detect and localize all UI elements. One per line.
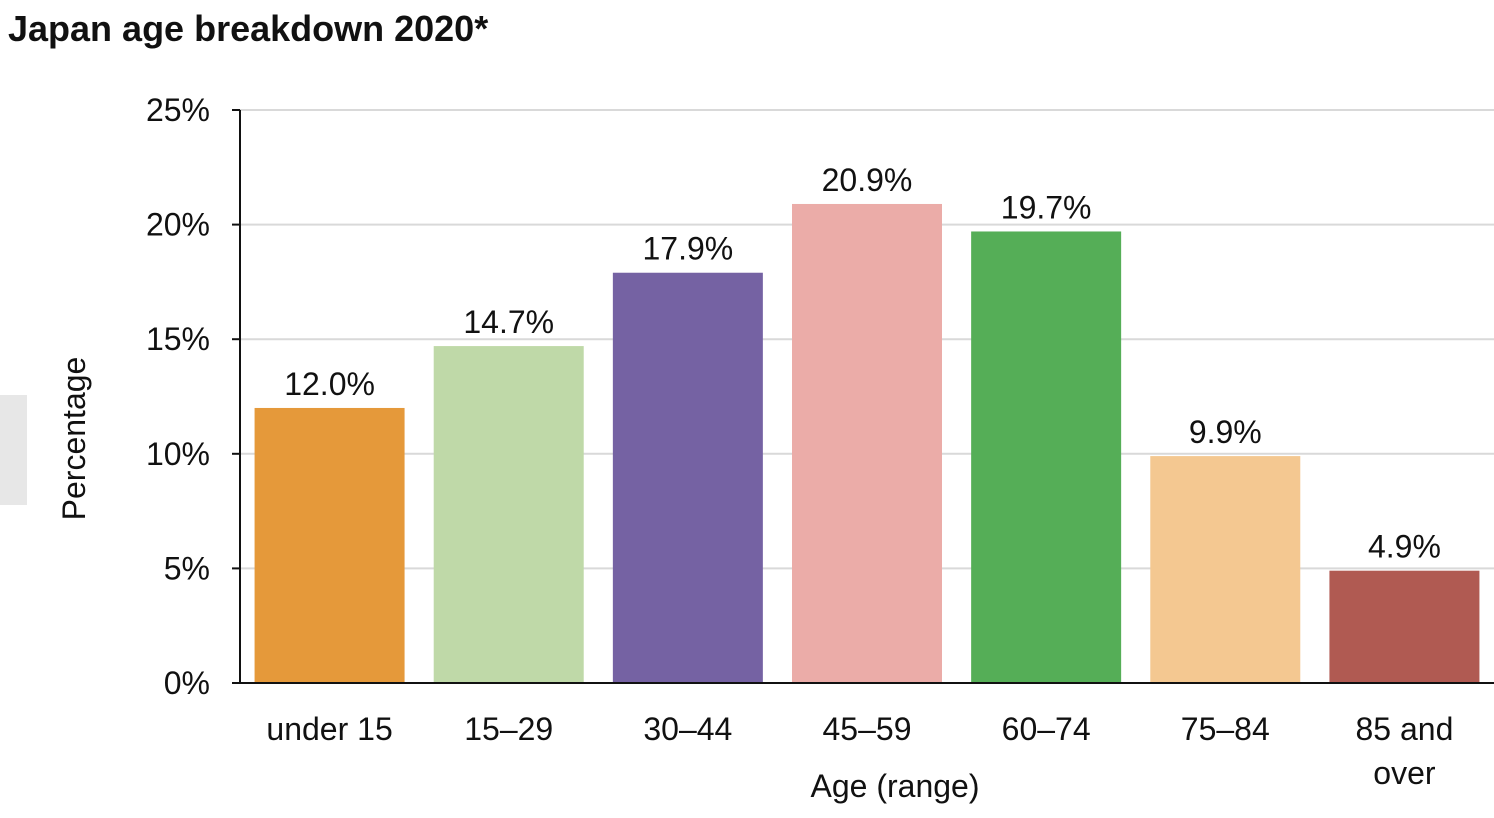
axes	[232, 110, 1494, 684]
y-axis-label: Percentage	[56, 357, 92, 521]
bar-value-label: 4.9%	[1368, 529, 1441, 565]
bar-value-label: 19.7%	[1001, 189, 1092, 225]
bars	[254, 203, 1480, 684]
bar	[612, 272, 763, 683]
bar-value-label: 17.9%	[642, 231, 733, 267]
chart-title: Japan age breakdown 2020*	[8, 8, 489, 49]
y-tick-label: 0%	[164, 665, 210, 701]
bar	[254, 407, 405, 683]
labels: 0% 5% 10% 15% 20% 25% 12.0% under 15 14.7% 15–29 1…	[146, 92, 1453, 791]
y-tick-label: 20%	[146, 207, 210, 243]
bar	[792, 203, 942, 684]
bar	[971, 231, 1122, 683]
x-tick-label: 30–44	[643, 711, 732, 747]
x-axis-label: Age (range)	[811, 768, 980, 804]
y-tick-label: 15%	[146, 321, 210, 357]
bar	[1150, 456, 1301, 683]
side-panel-tab	[0, 395, 27, 505]
x-tick-label: 85 and over	[1355, 711, 1453, 791]
bar-value-label: 12.0%	[284, 366, 375, 402]
bar	[1329, 570, 1480, 683]
x-tick-label: 60–74	[1002, 711, 1091, 747]
x-tick-label: under 15	[266, 711, 392, 747]
x-tick-label: 75–84	[1181, 711, 1270, 747]
x-tick-label: 45–59	[823, 711, 912, 747]
x-tick-label: 15–29	[464, 711, 553, 747]
bar-value-label: 14.7%	[463, 304, 554, 340]
bar-value-label: 9.9%	[1189, 414, 1262, 450]
y-tick-label: 10%	[146, 436, 210, 472]
y-tick-label: 25%	[146, 92, 210, 128]
bar	[433, 346, 584, 683]
y-tick-label: 5%	[164, 550, 210, 586]
bar-value-label: 20.9%	[822, 162, 913, 198]
